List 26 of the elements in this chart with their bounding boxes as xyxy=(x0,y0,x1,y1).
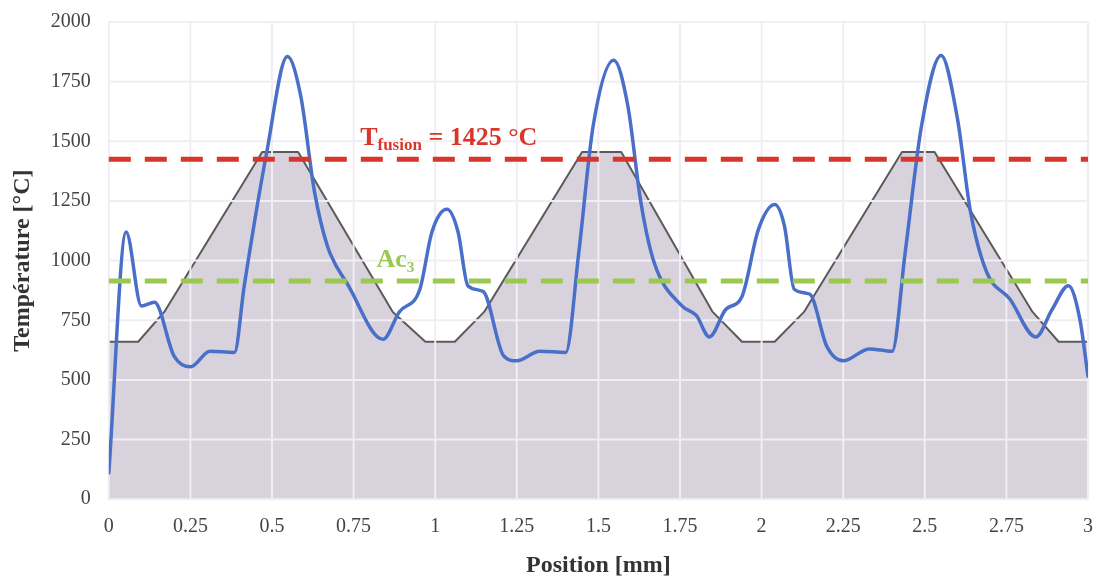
line-series xyxy=(108,53,1088,475)
x-tick-label: 1.5 xyxy=(585,514,611,537)
y-tick-label: 500 xyxy=(60,367,91,390)
x-axis-title: Position [mm] xyxy=(526,550,671,577)
x-tick-label: 1 xyxy=(430,514,441,537)
y-tick-label: 1000 xyxy=(50,247,91,270)
x-tick-label: 2.75 xyxy=(988,514,1024,537)
y-axis-title: Température [°C] xyxy=(7,169,34,352)
y-tick-label: 2000 xyxy=(50,9,91,32)
ref-line-label: Ac₃ xyxy=(376,243,415,273)
x-tick-label: 2.5 xyxy=(912,514,938,537)
x-tick-label: 0.5 xyxy=(259,514,285,537)
x-tick-label: 2 xyxy=(756,514,767,537)
x-tick-label: 0.25 xyxy=(172,514,208,537)
y-tick-label: 1500 xyxy=(50,128,91,151)
y-tick-label: 250 xyxy=(60,426,91,449)
x-tick-label: 1.25 xyxy=(499,514,535,537)
y-tick-label: 1750 xyxy=(50,68,91,91)
x-tick-label: 1.75 xyxy=(662,514,698,537)
y-tick-label: 750 xyxy=(60,307,91,330)
x-tick-label: 2.25 xyxy=(825,514,861,537)
x-tick-label: 3 xyxy=(1083,514,1093,537)
y-tick-label: 0 xyxy=(80,486,91,509)
y-tick-label: 1250 xyxy=(50,188,91,211)
x-tick-label: 0.75 xyxy=(336,514,372,537)
x-tick-label: 0 xyxy=(103,514,114,537)
